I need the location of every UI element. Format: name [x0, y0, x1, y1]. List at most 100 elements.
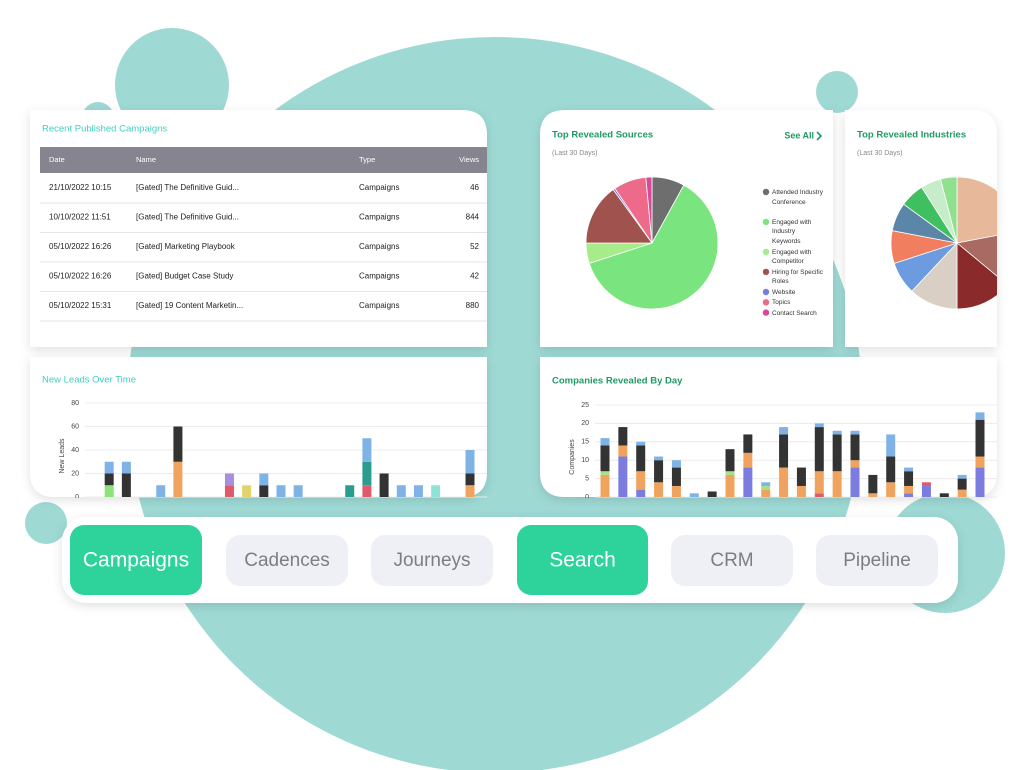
tab-label[interactable]: CRM [710, 550, 753, 571]
tab-label[interactable]: Journeys [393, 550, 470, 571]
bar-segment [850, 467, 860, 497]
chart-title: New Leads Over Time [42, 375, 136, 386]
bar-segment [431, 485, 441, 497]
legend-entry: Contact Search [772, 309, 817, 317]
tab-label[interactable]: Pipeline [843, 550, 911, 571]
bar-segment [832, 430, 842, 435]
bar-segment [362, 461, 372, 486]
tab-label[interactable]: Campaigns [83, 549, 189, 572]
y-tick-label: 0 [585, 494, 589, 501]
bar-segment [779, 467, 789, 497]
bar-segment [654, 460, 664, 483]
see-all-link[interactable]: See All [784, 130, 814, 140]
tab[interactable] [816, 535, 938, 586]
y-tick-label: 20 [581, 420, 589, 427]
chart-subtitle: (Last 30 Days) [857, 150, 903, 157]
legend-swatch [762, 218, 770, 226]
table-header [40, 147, 487, 173]
legend-swatch [762, 188, 770, 196]
bar-segment [904, 467, 914, 472]
bar-segment [413, 485, 423, 497]
tab-label[interactable]: Cadences [244, 550, 330, 571]
bar-segment [121, 461, 131, 474]
pie-slice [588, 184, 719, 310]
bar-segment [104, 461, 114, 474]
bar-segment [957, 489, 967, 497]
bar-segment [814, 423, 824, 428]
pie-slice [940, 176, 958, 244]
bar-segment [121, 473, 131, 497]
tab[interactable] [371, 535, 493, 586]
y-tick-label: 80 [71, 400, 79, 407]
bar-segment [396, 485, 406, 497]
bar-segment [618, 445, 628, 457]
column-header: Type [359, 155, 375, 164]
y-tick-label: 5 [585, 475, 589, 482]
bar-segment [600, 474, 610, 497]
bar-segment [636, 441, 646, 446]
bar-segment [814, 471, 824, 494]
legend-swatch [762, 268, 770, 276]
y-tick-label: 10 [581, 457, 589, 464]
bar-segment [362, 438, 372, 462]
bar-segment [293, 485, 303, 497]
bar-segment [636, 445, 646, 472]
tab[interactable] [226, 535, 348, 586]
bar-segment [725, 449, 735, 472]
legend-label: Hiring for Specific Roles [772, 268, 823, 286]
bar-segment [832, 471, 842, 497]
table-cell: [Gated] The Definitive Guid... [136, 213, 239, 222]
legend-entry: Attended Industry Conference [772, 189, 823, 206]
legend-label: Engaged with Industry Keywords [772, 218, 812, 245]
bar-segment [850, 434, 860, 461]
bar-segment [224, 473, 234, 486]
table-cell: Campaigns [359, 213, 399, 222]
tab-label[interactable]: Search [549, 549, 616, 572]
legend-swatch [762, 309, 770, 316]
bar-segment [259, 485, 269, 497]
tab[interactable] [671, 535, 793, 586]
table-cell: 42 [470, 272, 479, 281]
table-cell: 05/10/2022 16:26 [49, 242, 112, 251]
column-header: Name [136, 155, 156, 164]
legend-swatch [762, 248, 770, 255]
table-cell: [Gated] 19 Content Marketin... [136, 301, 243, 310]
bar-segment [600, 471, 610, 475]
chart-subtitle: (Last 30 Days) [552, 150, 598, 157]
bar-segment [904, 485, 914, 494]
pie-slice [585, 189, 653, 244]
table-cell: 10/10/2022 11:51 [49, 213, 111, 222]
bar-segment [904, 471, 914, 486]
bar-segment [654, 482, 664, 497]
bar-segment [671, 485, 681, 497]
bar-segment [921, 485, 931, 497]
legend-swatch [762, 288, 770, 296]
y-tick-label: 15 [581, 439, 589, 446]
bar-segment [276, 485, 286, 497]
legend-entry: Engaged with Competitor [772, 249, 811, 266]
bar-segment [636, 471, 646, 490]
table-cell: Campaigns [359, 242, 399, 251]
tab-active[interactable] [70, 525, 202, 595]
chevron-icon [816, 131, 823, 141]
bar-segment [761, 485, 771, 490]
legend-label: Contact Search [772, 309, 817, 317]
bar-segment [362, 485, 372, 497]
bar-segment [707, 491, 717, 497]
bar-segment [618, 427, 628, 446]
y-axis-label: Companies [569, 439, 576, 475]
pie-slice [956, 242, 997, 310]
tab-active[interactable] [517, 525, 648, 595]
bar-segment [725, 471, 735, 475]
pie-slice [645, 176, 653, 244]
table-cell: 880 [466, 301, 480, 310]
legend-label: Attended Industry Conference [772, 189, 823, 206]
bar-segment [654, 456, 664, 461]
table-cell: 05/10/2022 15:31 [49, 301, 112, 310]
bar-segment [868, 493, 878, 497]
sources-chart: Top Revealed Sources (Last 30 Days) See Al… [552, 130, 823, 317]
bar-segment [850, 460, 860, 468]
bar-segment [796, 467, 806, 486]
table-cell: Campaigns [359, 301, 399, 310]
